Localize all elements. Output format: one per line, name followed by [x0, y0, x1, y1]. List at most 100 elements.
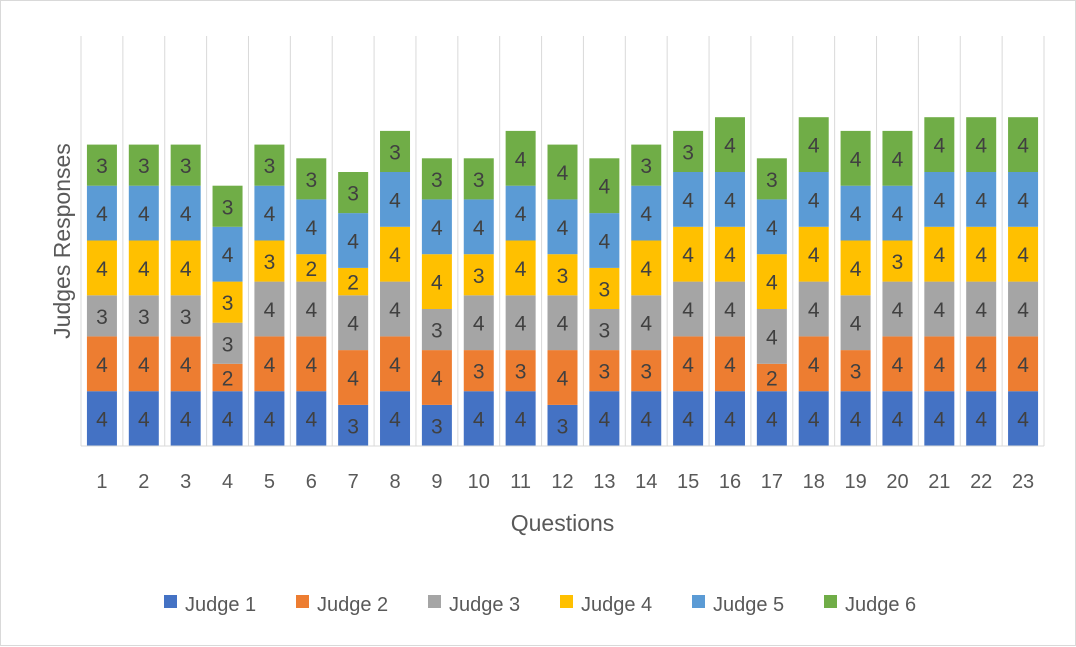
- data-label: 4: [975, 354, 987, 377]
- x-tick-label: 23: [1012, 471, 1034, 493]
- legend-label: Judge 1: [185, 594, 256, 616]
- bar-segment: [589, 391, 620, 446]
- bar-segment: [254, 391, 285, 446]
- bar-segment: [421, 309, 452, 351]
- bar-segment: [631, 350, 662, 392]
- bar-segment: [924, 226, 955, 282]
- bar-segment: [840, 240, 871, 296]
- legend-item: Judge 3: [428, 594, 520, 616]
- x-tick-label: 4: [222, 471, 233, 493]
- bar-segment: [966, 336, 997, 392]
- data-label: 2: [222, 368, 234, 391]
- data-label: 4: [138, 409, 150, 432]
- data-label: 4: [850, 313, 862, 336]
- data-label: 4: [305, 217, 317, 240]
- data-label: 4: [933, 409, 945, 432]
- data-label: 3: [599, 320, 611, 343]
- bar-segment: [296, 254, 327, 282]
- bar-segment: [86, 391, 117, 446]
- bar-segment: [338, 350, 369, 405]
- bar-segment: [296, 336, 327, 392]
- bar-segment: [421, 404, 452, 446]
- data-labels: 4 4 3 4 4 3 4 4 3 4 4 3 4 4 3 4 4 3 4 2 3 3 4 3 4 4 4 3 4 3 4 4 4 2 4 3 3 4 4 2…: [96, 135, 1029, 439]
- bar-segment: [1008, 172, 1039, 227]
- bar-segment: [1008, 117, 1039, 172]
- data-label: 3: [180, 306, 192, 329]
- bar-segment: [756, 199, 787, 255]
- bar-segment: [589, 213, 620, 268]
- data-label: 4: [766, 217, 778, 240]
- data-label: 3: [264, 155, 276, 178]
- legend-label: Judge 6: [845, 594, 916, 616]
- bar-segment: [505, 240, 536, 296]
- data-label: 4: [222, 409, 234, 432]
- bar-segment: [212, 226, 243, 282]
- data-label: 4: [975, 135, 987, 158]
- data-label: 4: [724, 409, 736, 432]
- x-tick-label: 18: [803, 471, 825, 493]
- bar-segment: [128, 240, 159, 296]
- data-label: 3: [766, 169, 778, 192]
- bar-segment: [380, 172, 411, 227]
- bar-segment: [421, 350, 452, 405]
- data-label: 4: [347, 368, 359, 391]
- data-label: 4: [515, 258, 527, 281]
- data-label: 4: [766, 272, 778, 295]
- data-label: 4: [724, 135, 736, 158]
- bar-segment: [1008, 336, 1039, 392]
- data-label: 4: [473, 313, 485, 336]
- data-label: 4: [682, 189, 694, 212]
- bar-segment: [840, 295, 871, 351]
- bar-segment: [966, 226, 997, 282]
- bar-segment: [170, 391, 201, 446]
- bar-segment: [170, 295, 201, 337]
- bar-segment: [882, 130, 913, 186]
- bar-segment: [714, 117, 745, 172]
- bar-segment: [463, 199, 494, 255]
- bar-segment: [212, 322, 243, 364]
- gridlines: [80, 36, 1045, 446]
- legend-label: Judge 3: [449, 594, 520, 616]
- bar-segment: [128, 185, 159, 241]
- bar-segment: [421, 254, 452, 309]
- data-label: 3: [557, 265, 569, 288]
- bar-segment: [673, 130, 704, 172]
- bars: [86, 117, 1039, 446]
- bar-segment: [714, 336, 745, 392]
- data-label: 4: [138, 258, 150, 281]
- data-label: 4: [975, 189, 987, 212]
- data-label: 4: [305, 409, 317, 432]
- data-label: 4: [96, 409, 108, 432]
- data-label: 4: [180, 258, 192, 281]
- data-label: 4: [850, 409, 862, 432]
- data-label: 3: [180, 155, 192, 178]
- legend-item: Judge 4: [560, 594, 652, 616]
- data-label: 3: [682, 141, 694, 164]
- data-label: 4: [808, 354, 820, 377]
- bar-segment: [589, 267, 620, 309]
- bar-segment: [338, 295, 369, 351]
- data-label: 3: [515, 361, 527, 384]
- x-tick-label: 12: [551, 471, 573, 493]
- bar-segment: [840, 130, 871, 186]
- bar-segment: [631, 240, 662, 296]
- legend-swatch: [560, 595, 573, 608]
- data-label: 4: [892, 148, 904, 171]
- data-label: 4: [892, 354, 904, 377]
- data-label: 3: [850, 361, 862, 384]
- data-label: 4: [975, 299, 987, 322]
- x-tick-label: 14: [635, 471, 657, 493]
- bar-segment: [547, 350, 578, 405]
- data-label: 3: [264, 251, 276, 274]
- bar-segment: [547, 144, 578, 200]
- bar-segment: [296, 391, 327, 446]
- bar-segment: [463, 254, 494, 296]
- data-label: 4: [682, 299, 694, 322]
- data-label: 4: [599, 176, 611, 199]
- data-label: 2: [305, 258, 317, 281]
- bar-segment: [254, 281, 285, 337]
- data-label: 3: [222, 333, 234, 356]
- bar-segment: [798, 281, 829, 337]
- data-label: 4: [1017, 244, 1029, 267]
